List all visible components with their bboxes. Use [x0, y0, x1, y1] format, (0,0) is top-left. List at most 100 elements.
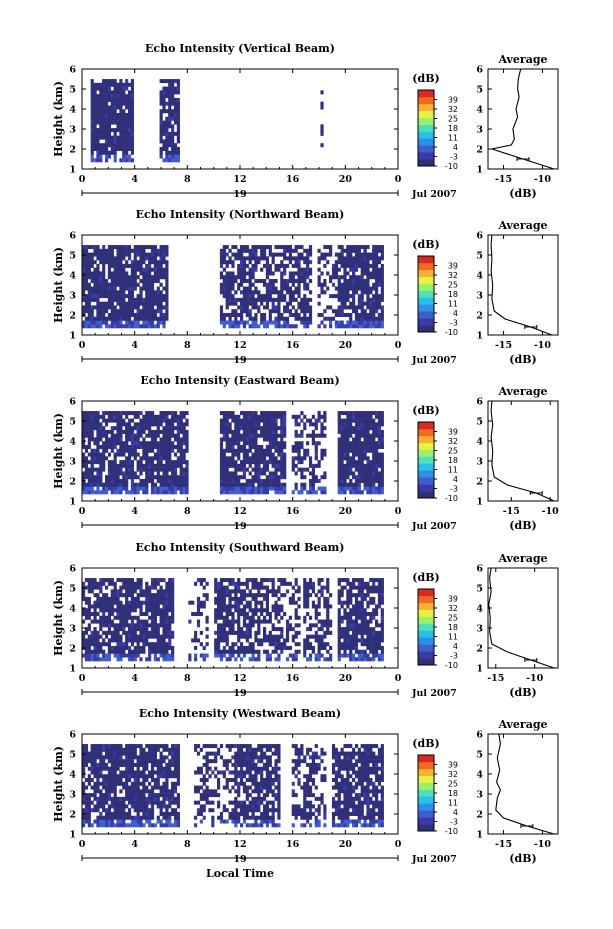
colorbar-tick-label: 32 [448, 271, 458, 280]
heatmap-cell [142, 452, 146, 457]
heatmap-cell [176, 460, 180, 465]
heatmap-cell [90, 105, 94, 110]
heatmap-cell [240, 593, 244, 598]
heatmap-cell [130, 86, 135, 91]
heatmap-cell [283, 445, 287, 450]
heatmap-cell [113, 460, 117, 465]
heatmap-cell [285, 619, 290, 624]
heatmap-cell [196, 608, 201, 613]
heatmap-cell [102, 113, 106, 118]
heatmap-cell [260, 411, 264, 416]
heatmap-cell [145, 604, 149, 609]
heatmap-cell [156, 478, 160, 483]
heatmap-cell [228, 324, 232, 329]
heatmap-cell [171, 131, 175, 136]
heatmap-cell [214, 612, 218, 617]
heatmap-cell [90, 463, 94, 468]
heatmap-cell [375, 463, 379, 468]
heatmap-cell [82, 475, 86, 480]
heatmap-cell [354, 467, 359, 472]
panel-title: Echo Intensity (Northward Beam) [136, 208, 345, 221]
heatmap-cell [222, 316, 226, 321]
heatmap-cell [90, 158, 94, 163]
heatmap-cell [303, 638, 307, 643]
heatmap-cell [142, 245, 146, 250]
heatmap-cell [326, 619, 330, 624]
heatmap-cell [265, 486, 270, 491]
heatmap-cell [87, 638, 91, 643]
heatmap-cell [217, 593, 221, 598]
heatmap-cell [136, 623, 140, 628]
heatmap-cell [165, 411, 169, 416]
heatmap-cell [99, 578, 103, 583]
heatmap-cell [283, 245, 287, 250]
heatmap-cell [337, 634, 341, 639]
heatmap-cell [317, 638, 321, 643]
heatmap-cell [127, 433, 132, 438]
heatmap-cell [337, 623, 341, 628]
heatmap-cell [372, 312, 376, 317]
panel-4: Echo Intensity (Southward Beam)123456Hei… [52, 541, 559, 699]
heatmap-cell [228, 260, 232, 265]
heatmap-cell [130, 578, 135, 583]
heatmap-cell [136, 638, 140, 643]
heatmap-cell [96, 490, 100, 495]
heatmap-cell [145, 245, 149, 250]
heatmap-cell [116, 589, 120, 594]
heatmap-cell [231, 612, 235, 617]
heatmap-cell [139, 581, 143, 586]
heatmap-cell [285, 282, 290, 287]
avg-y-tick-label: 6 [476, 397, 483, 408]
heatmap-cell [352, 286, 356, 291]
heatmap-cell [225, 290, 229, 295]
heatmap-cell [165, 422, 169, 427]
heatmap-cell [142, 627, 146, 632]
heatmap-cell [323, 471, 327, 476]
heatmap-cell [168, 608, 172, 613]
heatmap-cell [248, 593, 252, 598]
heatmap-cell [237, 475, 241, 480]
heatmap-cell [133, 638, 137, 643]
heatmap-cell [280, 467, 284, 472]
heatmap-cell [122, 478, 126, 483]
heatmap-cell [291, 627, 295, 632]
heatmap-cell [87, 612, 91, 617]
heatmap-cell [145, 448, 149, 453]
heatmap-cell [306, 441, 310, 446]
heatmap-cell [84, 301, 89, 306]
heatmap-cell [288, 271, 293, 276]
heatmap-cell [288, 260, 293, 265]
heatmap-cell [93, 113, 97, 118]
heatmap-cell [130, 101, 135, 106]
heatmap-cell [349, 471, 353, 476]
heatmap-cell [130, 596, 135, 601]
heatmap-cell [231, 596, 235, 601]
heatmap-cell [125, 101, 129, 106]
heatmap-cell [119, 471, 123, 476]
heatmap-cell [248, 433, 252, 438]
colorbar-tick-label: 18 [448, 290, 458, 299]
heatmap-cell [171, 578, 175, 583]
heatmap-cell [159, 645, 163, 650]
heatmap-cell [308, 312, 313, 317]
heatmap-cell [153, 248, 157, 253]
heatmap-cell [257, 414, 261, 419]
heatmap-cell [116, 645, 120, 650]
heatmap-cell [274, 456, 278, 461]
heatmap-cell [360, 297, 364, 302]
heatmap-cell [366, 478, 370, 483]
heatmap-cell [268, 653, 272, 658]
colorbar-segment [418, 449, 434, 457]
heatmap-cell [84, 263, 89, 268]
heatmap-cell [245, 263, 249, 268]
heatmap-cell [84, 475, 89, 480]
heatmap-cell [260, 486, 264, 491]
heatmap-cell [84, 657, 89, 662]
heatmap-cell [303, 615, 307, 620]
heatmap-cell [265, 260, 270, 265]
heatmap-cell [349, 445, 353, 450]
heatmap-cell [369, 478, 373, 483]
heatmap-cell [125, 113, 129, 118]
heatmap-cell [139, 418, 143, 423]
heatmap-cell [127, 460, 132, 465]
